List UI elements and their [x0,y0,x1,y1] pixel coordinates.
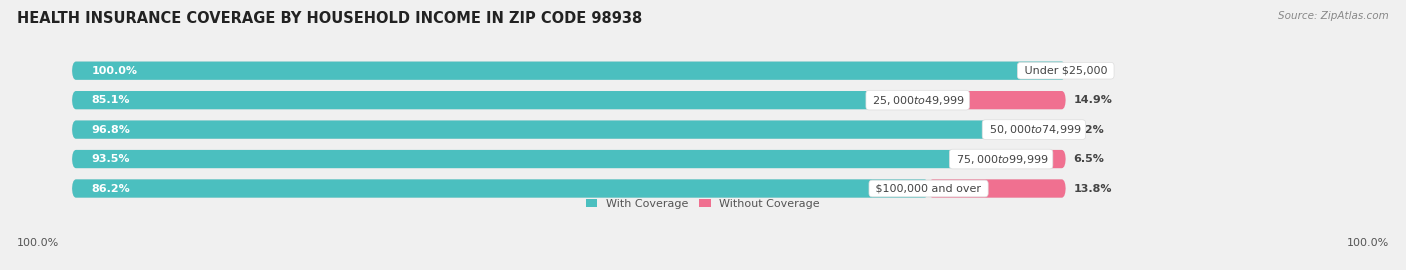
Legend: With Coverage, Without Coverage: With Coverage, Without Coverage [582,194,824,213]
FancyBboxPatch shape [72,91,918,109]
Text: $25,000 to $49,999: $25,000 to $49,999 [869,94,966,107]
Text: 14.9%: 14.9% [1074,95,1112,105]
Text: $100,000 and over: $100,000 and over [872,184,984,194]
Text: 86.2%: 86.2% [91,184,131,194]
Text: 96.8%: 96.8% [91,124,131,135]
Text: 93.5%: 93.5% [91,154,131,164]
Text: $75,000 to $99,999: $75,000 to $99,999 [953,153,1049,166]
Text: 100.0%: 100.0% [17,238,59,248]
Text: Source: ZipAtlas.com: Source: ZipAtlas.com [1278,11,1389,21]
Text: HEALTH INSURANCE COVERAGE BY HOUSEHOLD INCOME IN ZIP CODE 98938: HEALTH INSURANCE COVERAGE BY HOUSEHOLD I… [17,11,643,26]
FancyBboxPatch shape [72,150,1001,168]
FancyBboxPatch shape [1033,120,1066,139]
FancyBboxPatch shape [72,120,1066,139]
Text: Under $25,000: Under $25,000 [1021,66,1111,76]
FancyBboxPatch shape [72,179,928,198]
Text: 6.5%: 6.5% [1074,154,1105,164]
FancyBboxPatch shape [918,91,1066,109]
Text: 100.0%: 100.0% [1347,238,1389,248]
FancyBboxPatch shape [72,91,1066,109]
Text: 100.0%: 100.0% [91,66,138,76]
Text: 85.1%: 85.1% [91,95,131,105]
FancyBboxPatch shape [72,62,1066,80]
FancyBboxPatch shape [1001,150,1066,168]
FancyBboxPatch shape [72,150,1066,168]
Text: 13.8%: 13.8% [1074,184,1112,194]
FancyBboxPatch shape [72,179,1066,198]
FancyBboxPatch shape [928,179,1066,198]
Text: 3.2%: 3.2% [1074,124,1104,135]
FancyBboxPatch shape [72,62,1066,80]
FancyBboxPatch shape [72,120,1033,139]
Text: 0.0%: 0.0% [1076,66,1107,76]
Text: $50,000 to $74,999: $50,000 to $74,999 [986,123,1083,136]
